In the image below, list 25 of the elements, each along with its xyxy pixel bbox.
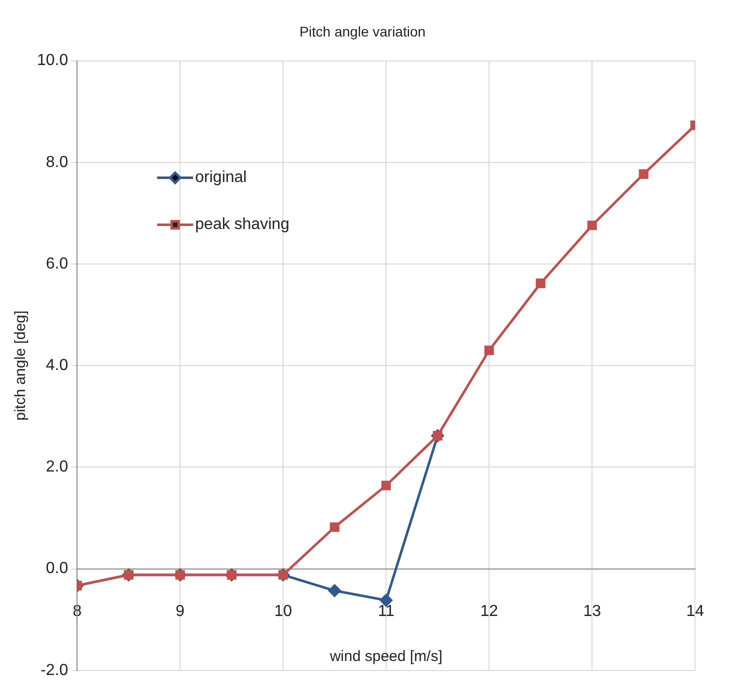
point: [536, 278, 546, 288]
chart-title: Pitch angle variation: [299, 23, 426, 40]
y-tick-label: 2.0: [46, 458, 68, 476]
point: [328, 584, 341, 597]
y-tick-label: 0.0: [46, 560, 68, 578]
point: [330, 522, 340, 532]
point: [638, 169, 648, 179]
x-tick-label: 13: [583, 602, 602, 620]
y-tick-label: 4.0: [46, 357, 68, 374]
x-axis-title: wind speed [m/s]: [328, 648, 442, 666]
x-tick-label: 14: [686, 602, 704, 620]
point: [587, 220, 597, 230]
x-tick-label: 10: [274, 602, 292, 620]
legend-label: original: [195, 169, 247, 186]
y-tick-label: 8.0: [46, 154, 68, 171]
point: [381, 480, 391, 490]
y-tick-label: 6.0: [46, 255, 68, 272]
y-axis-title: pitch angle [deg]: [12, 310, 30, 421]
y-tick-label: 10.0: [37, 52, 68, 70]
y-tick-label: -2.0: [40, 662, 68, 679]
x-tick-label: 12: [480, 602, 498, 620]
point: [484, 346, 494, 356]
legend-label: peak shaving: [195, 216, 290, 234]
x-tick-label: 9: [176, 602, 185, 620]
x-tick-label: 11: [378, 602, 395, 620]
